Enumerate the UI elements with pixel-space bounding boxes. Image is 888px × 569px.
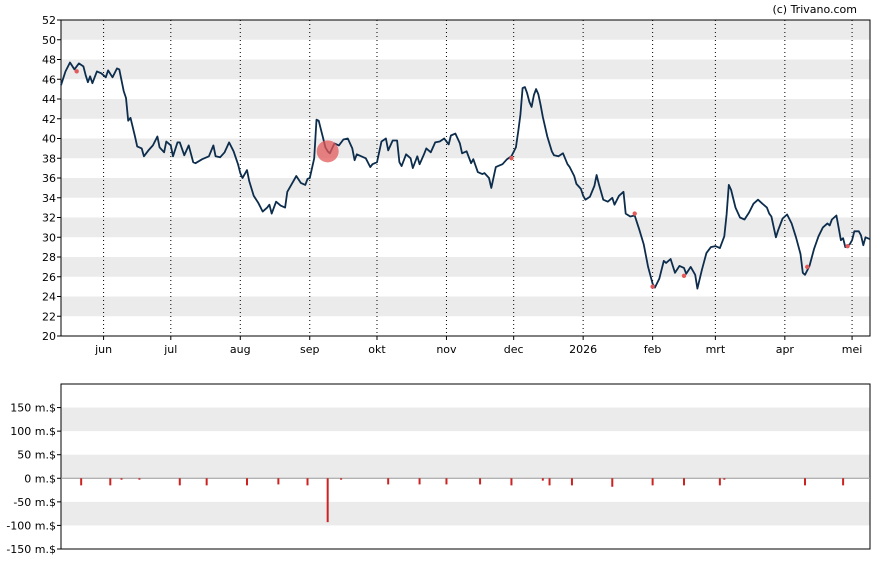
x-tick-label: mei	[842, 343, 863, 356]
price-y-tick-label: 44	[42, 93, 56, 106]
flow-bar	[651, 478, 654, 486]
flow-panel: -150 m.$ -100 m.$ -50 m.$ 0 m.$ 50 m.$ 100 m.…	[6, 383, 871, 556]
price-grid-band	[61, 59, 870, 80]
flow-bar	[387, 478, 390, 485]
flow-bar	[109, 478, 112, 486]
flow-bar	[804, 478, 807, 486]
price-y-tick-label: 38	[42, 152, 56, 165]
price-y-tick-label: 24	[42, 291, 56, 304]
credit-text: (c) Trivano.com	[772, 3, 857, 16]
flow-y-tick-label: 150 m.$	[10, 402, 56, 415]
flow-bar	[178, 478, 181, 486]
flow-bar	[326, 478, 329, 523]
flow-y-tick-label: -100 m.$	[6, 519, 56, 532]
flow-bar	[479, 478, 482, 485]
price-y-tick-label: 20	[42, 330, 56, 343]
flow-y-tick-label: -50 m.$	[13, 496, 56, 509]
price-line	[60, 61, 871, 290]
price-y-tick-label: 34	[42, 192, 56, 205]
flow-bar	[138, 478, 141, 480]
x-tick-label: feb	[644, 343, 662, 356]
price-y-tick-label: 52	[42, 14, 56, 27]
flow-grid-band	[61, 407, 870, 432]
x-tick-label: dec	[504, 343, 524, 356]
price-grid-band	[61, 257, 870, 277]
price-y-tick-label: 22	[42, 310, 56, 323]
price-y-tick-label: 30	[42, 231, 56, 244]
flow-bar	[510, 478, 513, 486]
flow-bar	[445, 478, 448, 485]
price-y-tick-label: 32	[42, 212, 56, 225]
x-tick-label: mrt	[706, 343, 726, 356]
flow-bar	[548, 478, 551, 486]
price-grid-band	[61, 138, 870, 159]
event-marker	[681, 273, 687, 278]
x-tick-label: aug	[230, 343, 251, 356]
flow-bar	[418, 478, 421, 485]
price-y-tick-label: 40	[42, 133, 56, 146]
x-tick-label: jun	[94, 343, 112, 356]
flow-bar	[842, 478, 845, 486]
flow-bar	[277, 478, 280, 485]
price-y-tick-label: 48	[42, 54, 56, 67]
flow-y-tick-label: 0 m.$	[24, 472, 56, 485]
flow-grid-band	[61, 454, 870, 479]
x-tick-label: jul	[163, 343, 177, 356]
flow-y-tick-label: 50 m.$	[17, 449, 56, 462]
event-marker	[509, 156, 514, 161]
flow-bar	[306, 478, 309, 486]
x-tick-label: nov	[436, 343, 457, 356]
flow-y-tick-label: -150 m.$	[6, 543, 56, 556]
flow-bar	[682, 478, 685, 486]
price-y-tick-label: 50	[42, 34, 56, 47]
event-marker	[805, 264, 810, 270]
price-grid-band	[61, 178, 870, 198]
flow-bar	[120, 478, 123, 480]
price-y-tick-label: 46	[42, 73, 56, 86]
x-tick-label: okt	[368, 343, 386, 356]
flow-bar	[541, 478, 544, 481]
x-tick-label: apr	[776, 343, 795, 356]
event-marker	[845, 243, 850, 249]
price-panel: 20 22 24 26 28 30 32 34 36 38 40 42 44 46 48 50 52 jun jul…	[42, 14, 871, 356]
event-marker	[632, 211, 637, 216]
event-marker	[650, 284, 655, 289]
price-y-tick-label: 26	[42, 271, 56, 284]
event-marker-large	[316, 140, 339, 163]
price-y-tick-label: 36	[42, 172, 56, 185]
price-y-tick-label: 42	[42, 113, 56, 126]
price-y-tick-label: 28	[42, 251, 56, 264]
flow-bar	[611, 478, 614, 487]
flow-bar	[246, 478, 249, 486]
x-tick-label: 2026	[569, 343, 597, 356]
price-grid-band	[61, 217, 870, 238]
flow-bar	[570, 478, 573, 486]
flow-grid-band	[61, 501, 870, 526]
price-grid-band	[61, 99, 870, 119]
event-marker	[74, 69, 79, 74]
flow-bar	[723, 478, 726, 480]
flow-bar	[718, 478, 721, 486]
flow-bar	[340, 478, 343, 480]
flow-plot-frame	[60, 383, 871, 550]
flow-bar	[205, 478, 208, 486]
flow-y-tick-label: 100 m.$	[10, 425, 56, 438]
price-grid-band	[61, 296, 870, 317]
flow-bar	[80, 478, 83, 486]
x-tick-label: sep	[300, 343, 319, 356]
price-grid-band	[61, 20, 870, 40]
